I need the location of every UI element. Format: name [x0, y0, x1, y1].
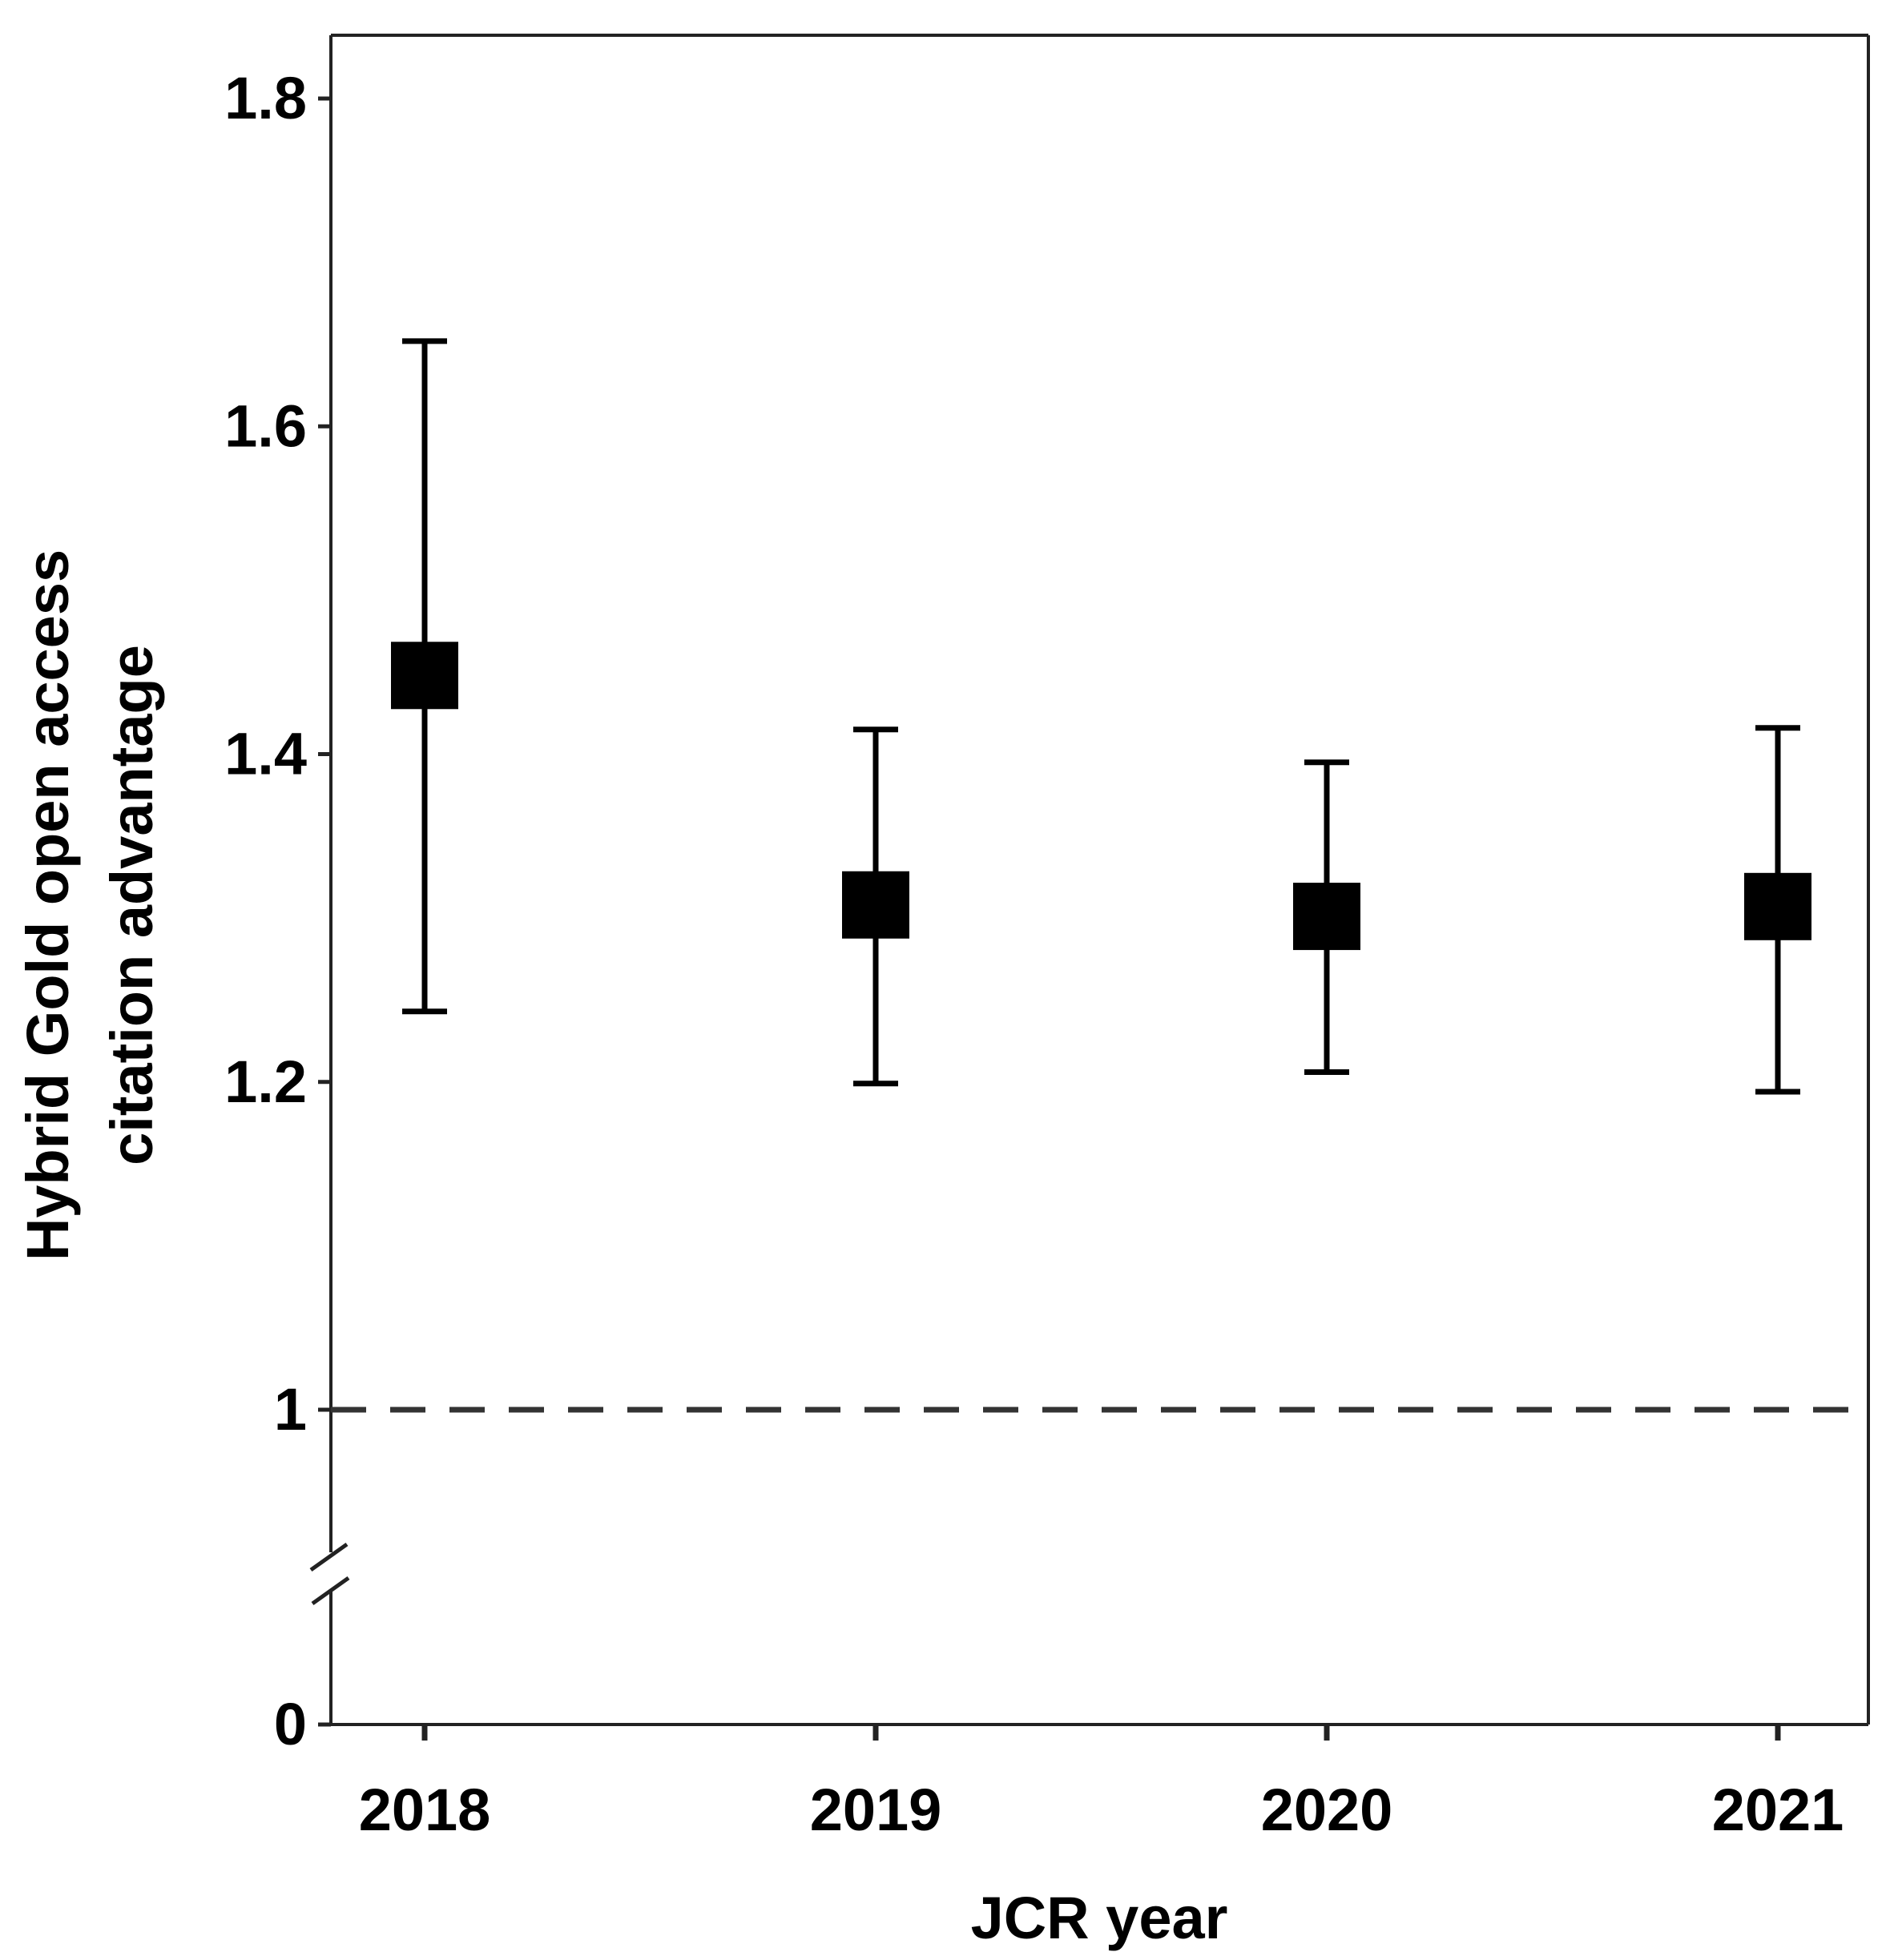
data-point: [842, 871, 909, 939]
axis-break-mark: [309, 1542, 349, 1572]
axis-break-mark: [311, 1576, 350, 1606]
y-axis-label-line-2: citation advantage: [99, 645, 165, 1165]
y-axis-label-line-1: Hybrid Gold open access: [14, 549, 81, 1261]
marks: [331, 338, 1868, 1413]
y-tick-label: 0: [274, 1691, 307, 1757]
y-tick-label: 1.8: [224, 65, 307, 131]
data-point: [1744, 872, 1811, 940]
y-tick-label: 1.2: [224, 1048, 307, 1115]
axes: 0 1 1.2 1.4 1.6 1.8 2018 2019 2020 2021: [224, 34, 1870, 1843]
y-tick-label: 1.4: [224, 721, 307, 787]
x-tick-label: 2020: [1261, 1777, 1393, 1843]
x-tick-label: 2018: [359, 1777, 491, 1843]
x-tick-label: 2019: [810, 1777, 942, 1843]
x-axis-label: JCR year: [971, 1885, 1228, 1951]
y-tick-label: 1.6: [224, 392, 307, 459]
x-tick-label: 2021: [1712, 1777, 1844, 1843]
y-tick-label: 1: [274, 1376, 307, 1443]
data-point: [391, 642, 458, 710]
data-point: [1293, 883, 1360, 951]
